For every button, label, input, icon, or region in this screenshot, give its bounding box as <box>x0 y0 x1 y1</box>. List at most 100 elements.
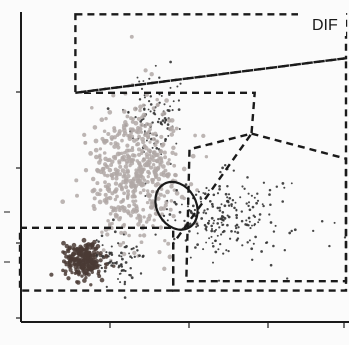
data-point <box>200 200 202 203</box>
data-point <box>104 116 108 121</box>
data-point <box>202 211 205 214</box>
data-point <box>170 150 175 155</box>
data-point <box>66 249 71 254</box>
data-point <box>219 243 222 246</box>
data-point <box>107 167 113 173</box>
data-point <box>71 251 76 257</box>
data-point <box>83 168 89 173</box>
data-point <box>152 150 156 155</box>
data-point <box>146 174 150 179</box>
data-point <box>171 145 176 151</box>
data-point <box>95 244 101 249</box>
data-point <box>127 111 130 114</box>
data-point <box>161 170 166 175</box>
data-point <box>113 212 118 217</box>
data-point <box>113 189 118 194</box>
data-point <box>193 133 197 138</box>
data-point <box>109 205 114 209</box>
data-point <box>90 188 96 194</box>
cluster-4 <box>95 218 145 299</box>
data-point <box>107 109 113 115</box>
data-point <box>121 154 127 159</box>
data-point <box>141 188 146 193</box>
data-point <box>227 193 231 196</box>
data-point <box>143 68 148 73</box>
data-point <box>125 196 130 201</box>
data-point <box>123 164 129 169</box>
data-point <box>268 188 272 192</box>
data-point <box>171 213 176 219</box>
data-point <box>149 110 152 113</box>
data-point <box>155 159 159 163</box>
data-point <box>241 244 244 247</box>
data-point <box>118 172 123 177</box>
data-point <box>117 216 122 222</box>
data-point <box>134 129 139 134</box>
data-point <box>228 196 232 200</box>
data-point <box>174 202 178 206</box>
data-point <box>210 202 214 206</box>
data-point <box>135 216 139 220</box>
data-point <box>200 217 204 220</box>
data-point <box>235 208 238 211</box>
data-point <box>98 188 103 192</box>
data-point <box>82 249 87 255</box>
data-point <box>149 165 154 170</box>
data-point <box>143 94 146 97</box>
data-point <box>220 203 223 206</box>
data-point <box>201 133 206 139</box>
data-point <box>72 247 78 253</box>
data-point <box>143 130 146 133</box>
data-point <box>223 163 227 167</box>
data-point <box>159 187 164 192</box>
data-point <box>210 224 213 228</box>
data-point <box>135 138 139 142</box>
data-point <box>123 131 128 136</box>
data-point <box>133 120 139 126</box>
data-point <box>227 201 230 204</box>
data-point <box>118 164 123 169</box>
data-point <box>246 241 249 244</box>
data-point <box>231 198 235 202</box>
data-point <box>265 241 268 244</box>
data-point <box>219 217 222 221</box>
data-point <box>177 108 181 111</box>
data-point <box>83 140 88 145</box>
data-point <box>87 267 91 271</box>
data-point <box>260 250 263 253</box>
gates <box>18 13 348 292</box>
data-point <box>115 173 119 178</box>
data-point <box>158 76 161 79</box>
data-point <box>125 189 131 194</box>
data-point <box>258 218 261 221</box>
data-point <box>148 122 153 128</box>
data-point <box>269 263 273 267</box>
data-point <box>103 269 107 273</box>
data-point <box>210 229 214 233</box>
data-point <box>153 168 158 174</box>
data-point <box>203 223 207 227</box>
data-point <box>225 249 228 252</box>
data-point <box>199 196 202 199</box>
data-point <box>248 208 252 212</box>
data-point <box>163 121 167 124</box>
data-point <box>158 156 164 161</box>
data-point <box>80 264 86 269</box>
data-point <box>193 208 197 212</box>
data-point <box>164 172 170 178</box>
gate-upper <box>74 13 348 95</box>
data-point <box>135 209 140 213</box>
data-point <box>194 215 197 218</box>
data-point <box>218 187 221 191</box>
data-point <box>117 278 119 280</box>
data-point <box>186 205 190 208</box>
data-point <box>141 233 147 238</box>
data-point <box>134 171 139 176</box>
data-point <box>161 142 166 147</box>
data-point <box>151 106 156 111</box>
data-point <box>172 100 175 103</box>
data-point <box>194 193 198 197</box>
data-point <box>251 205 255 209</box>
data-point <box>221 166 224 170</box>
data-point <box>63 269 68 274</box>
